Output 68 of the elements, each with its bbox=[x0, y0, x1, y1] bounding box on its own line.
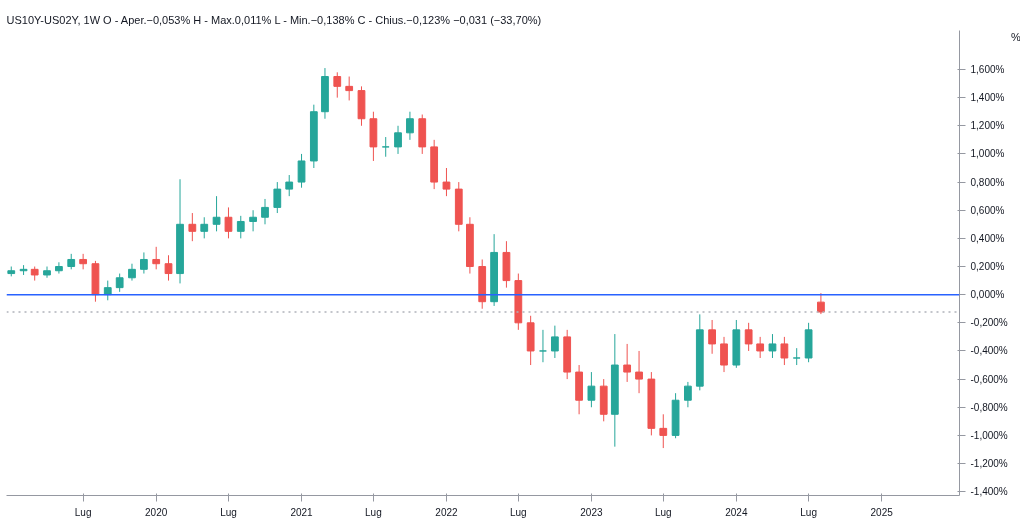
candlestick bbox=[152, 246, 161, 270]
candlestick bbox=[273, 181, 282, 214]
x-tick-label: Lug bbox=[220, 506, 237, 518]
y-tick-label: -0,200% bbox=[970, 317, 1008, 329]
candlestick bbox=[345, 76, 354, 101]
candlestick bbox=[442, 167, 451, 197]
candlestick bbox=[103, 280, 112, 301]
candlestick bbox=[249, 209, 257, 232]
x-tick-label: 2025 bbox=[870, 506, 894, 518]
candlestick bbox=[43, 266, 51, 279]
candlestick bbox=[659, 413, 668, 449]
candlestick bbox=[164, 254, 173, 282]
candlestick bbox=[406, 111, 414, 141]
y-tick-label: 0,000% bbox=[970, 289, 1005, 301]
candlestick bbox=[115, 273, 124, 293]
candlestick bbox=[684, 381, 692, 408]
x-tick-label: 2021 bbox=[290, 506, 314, 518]
y-tick-label: 0,400% bbox=[970, 232, 1005, 244]
candlestick bbox=[200, 216, 209, 239]
candlestick bbox=[79, 253, 88, 270]
candlestick bbox=[212, 195, 221, 232]
y-tick-label: 1,400% bbox=[970, 92, 1005, 104]
x-tick-label: Lug bbox=[654, 506, 672, 518]
candlestick bbox=[756, 336, 765, 359]
y-axis-title: % bbox=[1011, 30, 1021, 43]
y-tick-label: -0,400% bbox=[970, 345, 1008, 357]
y-tick-label: 1,200% bbox=[970, 120, 1005, 132]
y-tick-label: -0,800% bbox=[970, 401, 1008, 413]
candlestick bbox=[128, 263, 136, 282]
candlestick bbox=[140, 251, 148, 275]
candlestick bbox=[381, 136, 390, 158]
candlestick bbox=[188, 212, 197, 242]
candlestick bbox=[261, 198, 269, 225]
x-tick-label: 2023 bbox=[580, 506, 603, 518]
x-tick-label: Lug bbox=[510, 506, 527, 518]
y-tick-label: -1,000% bbox=[970, 429, 1008, 441]
x-tick-label: Lug bbox=[365, 506, 382, 518]
candlestick bbox=[236, 215, 245, 239]
candlestick bbox=[550, 325, 559, 359]
x-tick-label: 2022 bbox=[435, 506, 459, 518]
y-tick-label: 1,000% bbox=[970, 148, 1005, 160]
candlestick bbox=[768, 333, 777, 359]
y-tick-label: 0,600% bbox=[970, 204, 1005, 216]
candlestick bbox=[587, 371, 596, 408]
x-tick-label: Lug bbox=[800, 506, 817, 518]
candlestick bbox=[623, 343, 632, 383]
candlestick bbox=[720, 336, 728, 373]
candlestick bbox=[744, 322, 753, 352]
candlestick bbox=[708, 319, 716, 355]
candlestick bbox=[635, 350, 643, 394]
y-tick-label: 1,600% bbox=[970, 63, 1005, 75]
candlestick bbox=[55, 261, 63, 275]
candlestick bbox=[333, 71, 342, 99]
candlestick bbox=[780, 336, 789, 366]
chart-title: US10Y-US02Y, 1W O - Aper.−0,053% H - Max.0,011% L - Min.−0,138% C - Chius.−0,123% −0,031 (−33,70%) bbox=[6, 13, 542, 26]
candlestick bbox=[285, 174, 294, 197]
y-tick-label: 0,200% bbox=[970, 261, 1005, 273]
y-tick-label: -0,600% bbox=[970, 373, 1008, 385]
y-tick-label: 0,800% bbox=[970, 176, 1005, 188]
y-tick-label: -1,400% bbox=[970, 486, 1008, 498]
y-tick-label: -1,200% bbox=[970, 458, 1008, 470]
x-tick-label: 2024 bbox=[725, 506, 748, 518]
candlestick bbox=[394, 125, 402, 155]
candlestick bbox=[297, 153, 306, 189]
candlestick bbox=[224, 206, 233, 239]
x-tick-label: Lug bbox=[74, 506, 92, 518]
x-tick-label: 2020 bbox=[145, 506, 168, 518]
candlestick bbox=[817, 292, 825, 315]
